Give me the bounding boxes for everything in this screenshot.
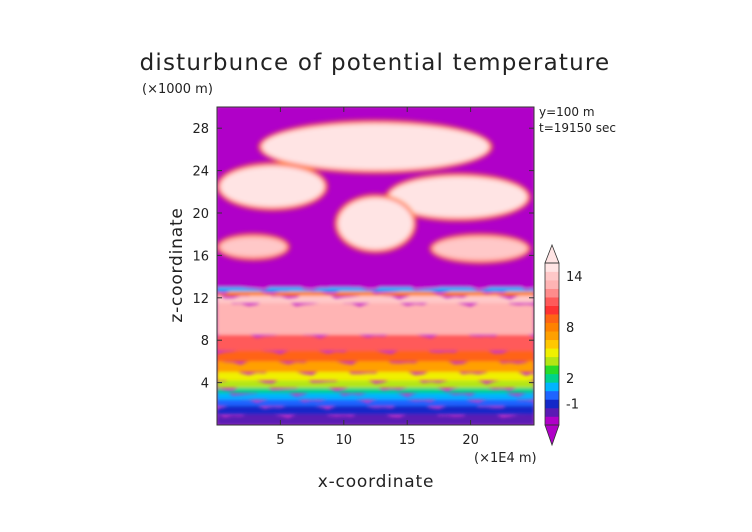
x-tick-label: 15 <box>399 433 416 448</box>
chart-title: disturbunce of potential temperature <box>140 50 611 76</box>
plot-frame <box>216 106 535 426</box>
colorbar-bin <box>545 331 559 341</box>
colorbar-label: 2 <box>566 372 574 387</box>
y-tick-label: 28 <box>192 122 209 137</box>
y-axis: 4 8 12 16 20 24 28 <box>192 122 534 392</box>
x-tick-label: 5 <box>276 433 284 448</box>
colorbar-bin <box>545 288 559 298</box>
y-tick-label: 24 <box>192 165 209 180</box>
anomaly-core <box>338 198 413 250</box>
colorbar-bin <box>545 356 559 366</box>
y-tick-label: 16 <box>192 249 209 264</box>
heatmap-band <box>217 389 534 400</box>
colorbar-bin <box>545 305 559 315</box>
plot-area <box>217 107 534 425</box>
colorbar-bottom-arrow <box>544 424 560 447</box>
anomaly-core <box>433 237 527 260</box>
colorbar-bin <box>545 373 559 383</box>
x-axis-label: x-coordinate <box>318 472 434 492</box>
colorbar-bin <box>545 314 559 323</box>
y-tick-label: 20 <box>192 207 209 222</box>
colorbar-label: 8 <box>566 321 574 336</box>
anomaly-core <box>262 123 489 170</box>
colorbar-bin <box>545 390 559 400</box>
annotation-y: y=100 m <box>539 105 595 119</box>
x-unit-label: (×1E4 m) <box>474 451 537 466</box>
y-tick-label: 8 <box>201 334 209 349</box>
anomaly-core <box>389 176 527 218</box>
colorbar-bin <box>545 407 559 417</box>
heatmap-band <box>217 358 534 372</box>
colorbar-label: 14 <box>566 270 583 285</box>
y-axis-label: z-coordinate <box>167 207 187 322</box>
colorbar-bin <box>545 280 559 289</box>
y-tick-label: 4 <box>201 377 209 392</box>
y-unit-label: (×1000 m) <box>142 82 213 97</box>
heatmap-anomalies <box>217 119 531 264</box>
x-tick-label: 10 <box>336 433 353 448</box>
heatmap-band <box>217 299 534 335</box>
colorbar-bin <box>545 382 559 392</box>
colorbar-frame <box>544 262 560 426</box>
heatmap-band <box>217 396 534 406</box>
colorbar-bin <box>545 297 559 306</box>
heatmap-band <box>217 331 534 351</box>
x-tick-label: 20 <box>462 433 479 448</box>
colorbar-label: -1 <box>566 398 579 413</box>
colorbar-bin <box>545 322 559 332</box>
colorbar-bin <box>545 365 559 375</box>
anomaly-core <box>220 166 324 207</box>
anomaly-core <box>220 237 286 257</box>
colorbar-bin <box>545 339 559 349</box>
heatmap-band <box>217 292 534 304</box>
colorbar-top-arrow <box>544 243 560 264</box>
colorbar: -1 2 8 14 <box>544 243 583 447</box>
heatmap-band <box>217 384 534 394</box>
annotation-t: t=19150 sec <box>539 121 616 135</box>
colorbar-bin <box>545 271 559 281</box>
colorbar-bin <box>545 399 559 409</box>
y-tick-label: 12 <box>192 292 209 307</box>
x-axis: 5 10 15 20 <box>276 107 479 448</box>
colorbar-bin <box>545 416 559 426</box>
colorbar-bin <box>545 263 559 272</box>
heatmap-band <box>217 410 534 425</box>
colorbar-bin <box>545 348 559 358</box>
